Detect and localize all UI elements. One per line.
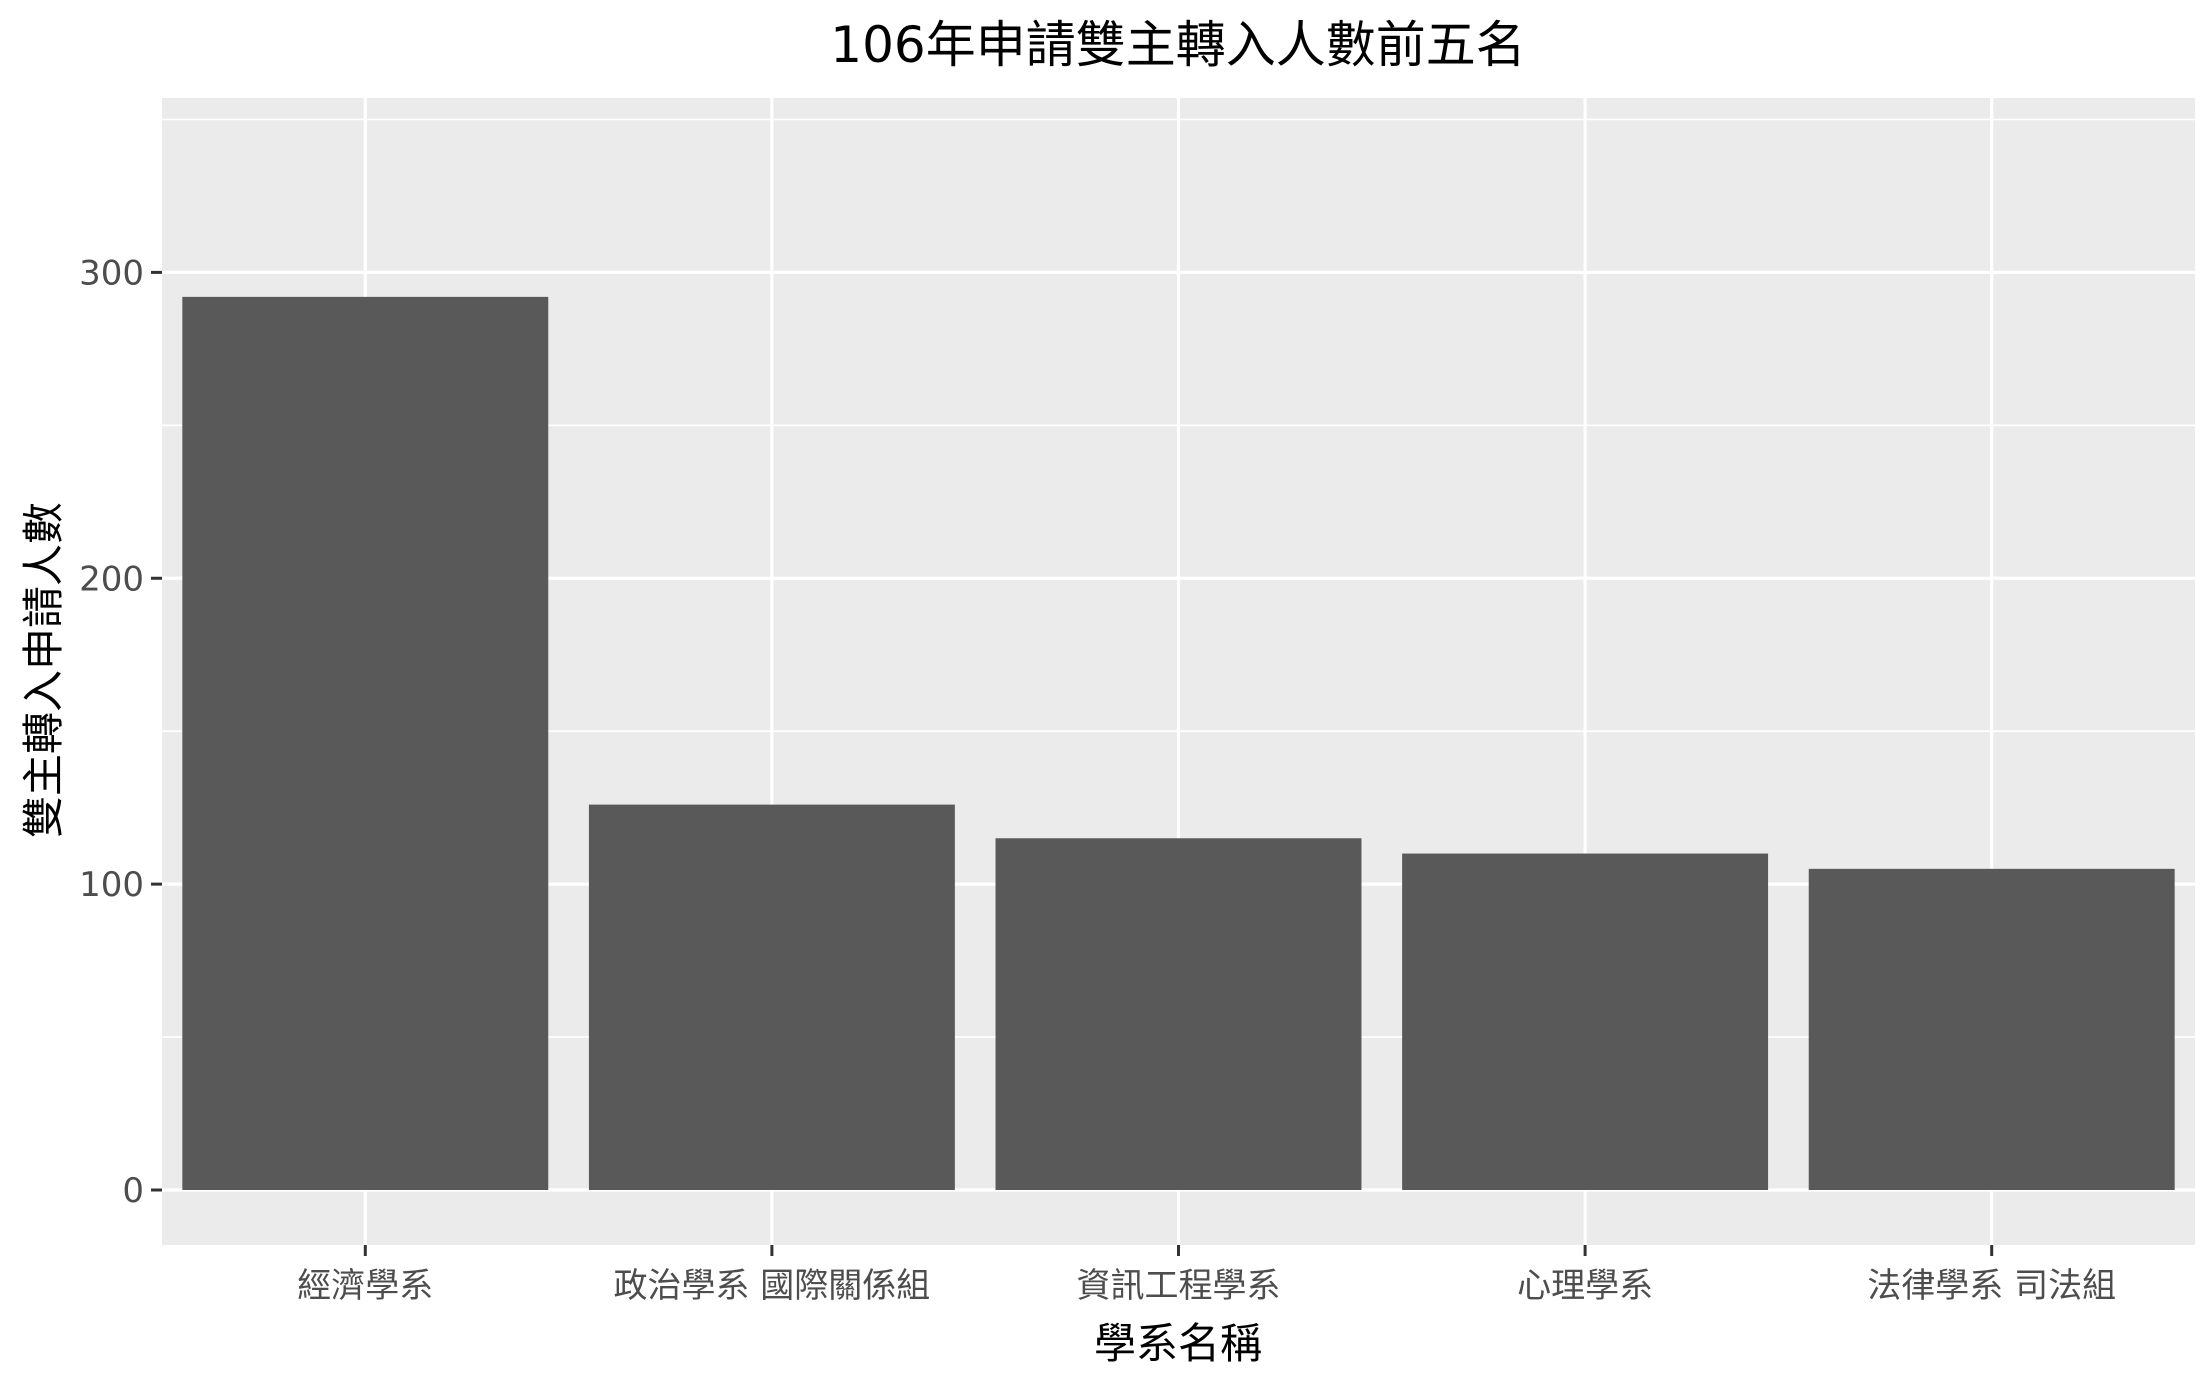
bar bbox=[995, 838, 1362, 1190]
y-axis-title: 雙主轉入申請人數 bbox=[19, 502, 68, 838]
x-tick-label: 心理學系 bbox=[1517, 1266, 1653, 1306]
x-tick-label: 法律學系 司法組 bbox=[1867, 1266, 2116, 1306]
y-tick-label: 100 bbox=[79, 865, 144, 905]
x-axis: 經濟學系 政治學系 國際關係組 資訊工程學系 心理學系 法律學系 司法組 bbox=[297, 1245, 2116, 1306]
bar bbox=[1808, 868, 2175, 1190]
x-tick-label: 經濟學系 bbox=[297, 1266, 433, 1306]
x-tick-label: 政治學系 國際關係組 bbox=[613, 1266, 930, 1306]
bar bbox=[182, 296, 549, 1190]
x-axis-title: 學系名稱 bbox=[1094, 1319, 1262, 1368]
y-tick-label: 0 bbox=[122, 1171, 144, 1211]
y-tick-label: 200 bbox=[79, 559, 144, 599]
bars bbox=[182, 296, 2175, 1190]
bar bbox=[1402, 853, 1769, 1190]
y-axis: 0 100 200 300 bbox=[79, 253, 162, 1211]
x-tick-label: 資訊工程學系 bbox=[1077, 1266, 1281, 1306]
y-tick-label: 300 bbox=[79, 253, 144, 293]
bar bbox=[588, 804, 955, 1190]
chart-title: 106年申請雙主轉入人數前五名 bbox=[830, 16, 1525, 74]
